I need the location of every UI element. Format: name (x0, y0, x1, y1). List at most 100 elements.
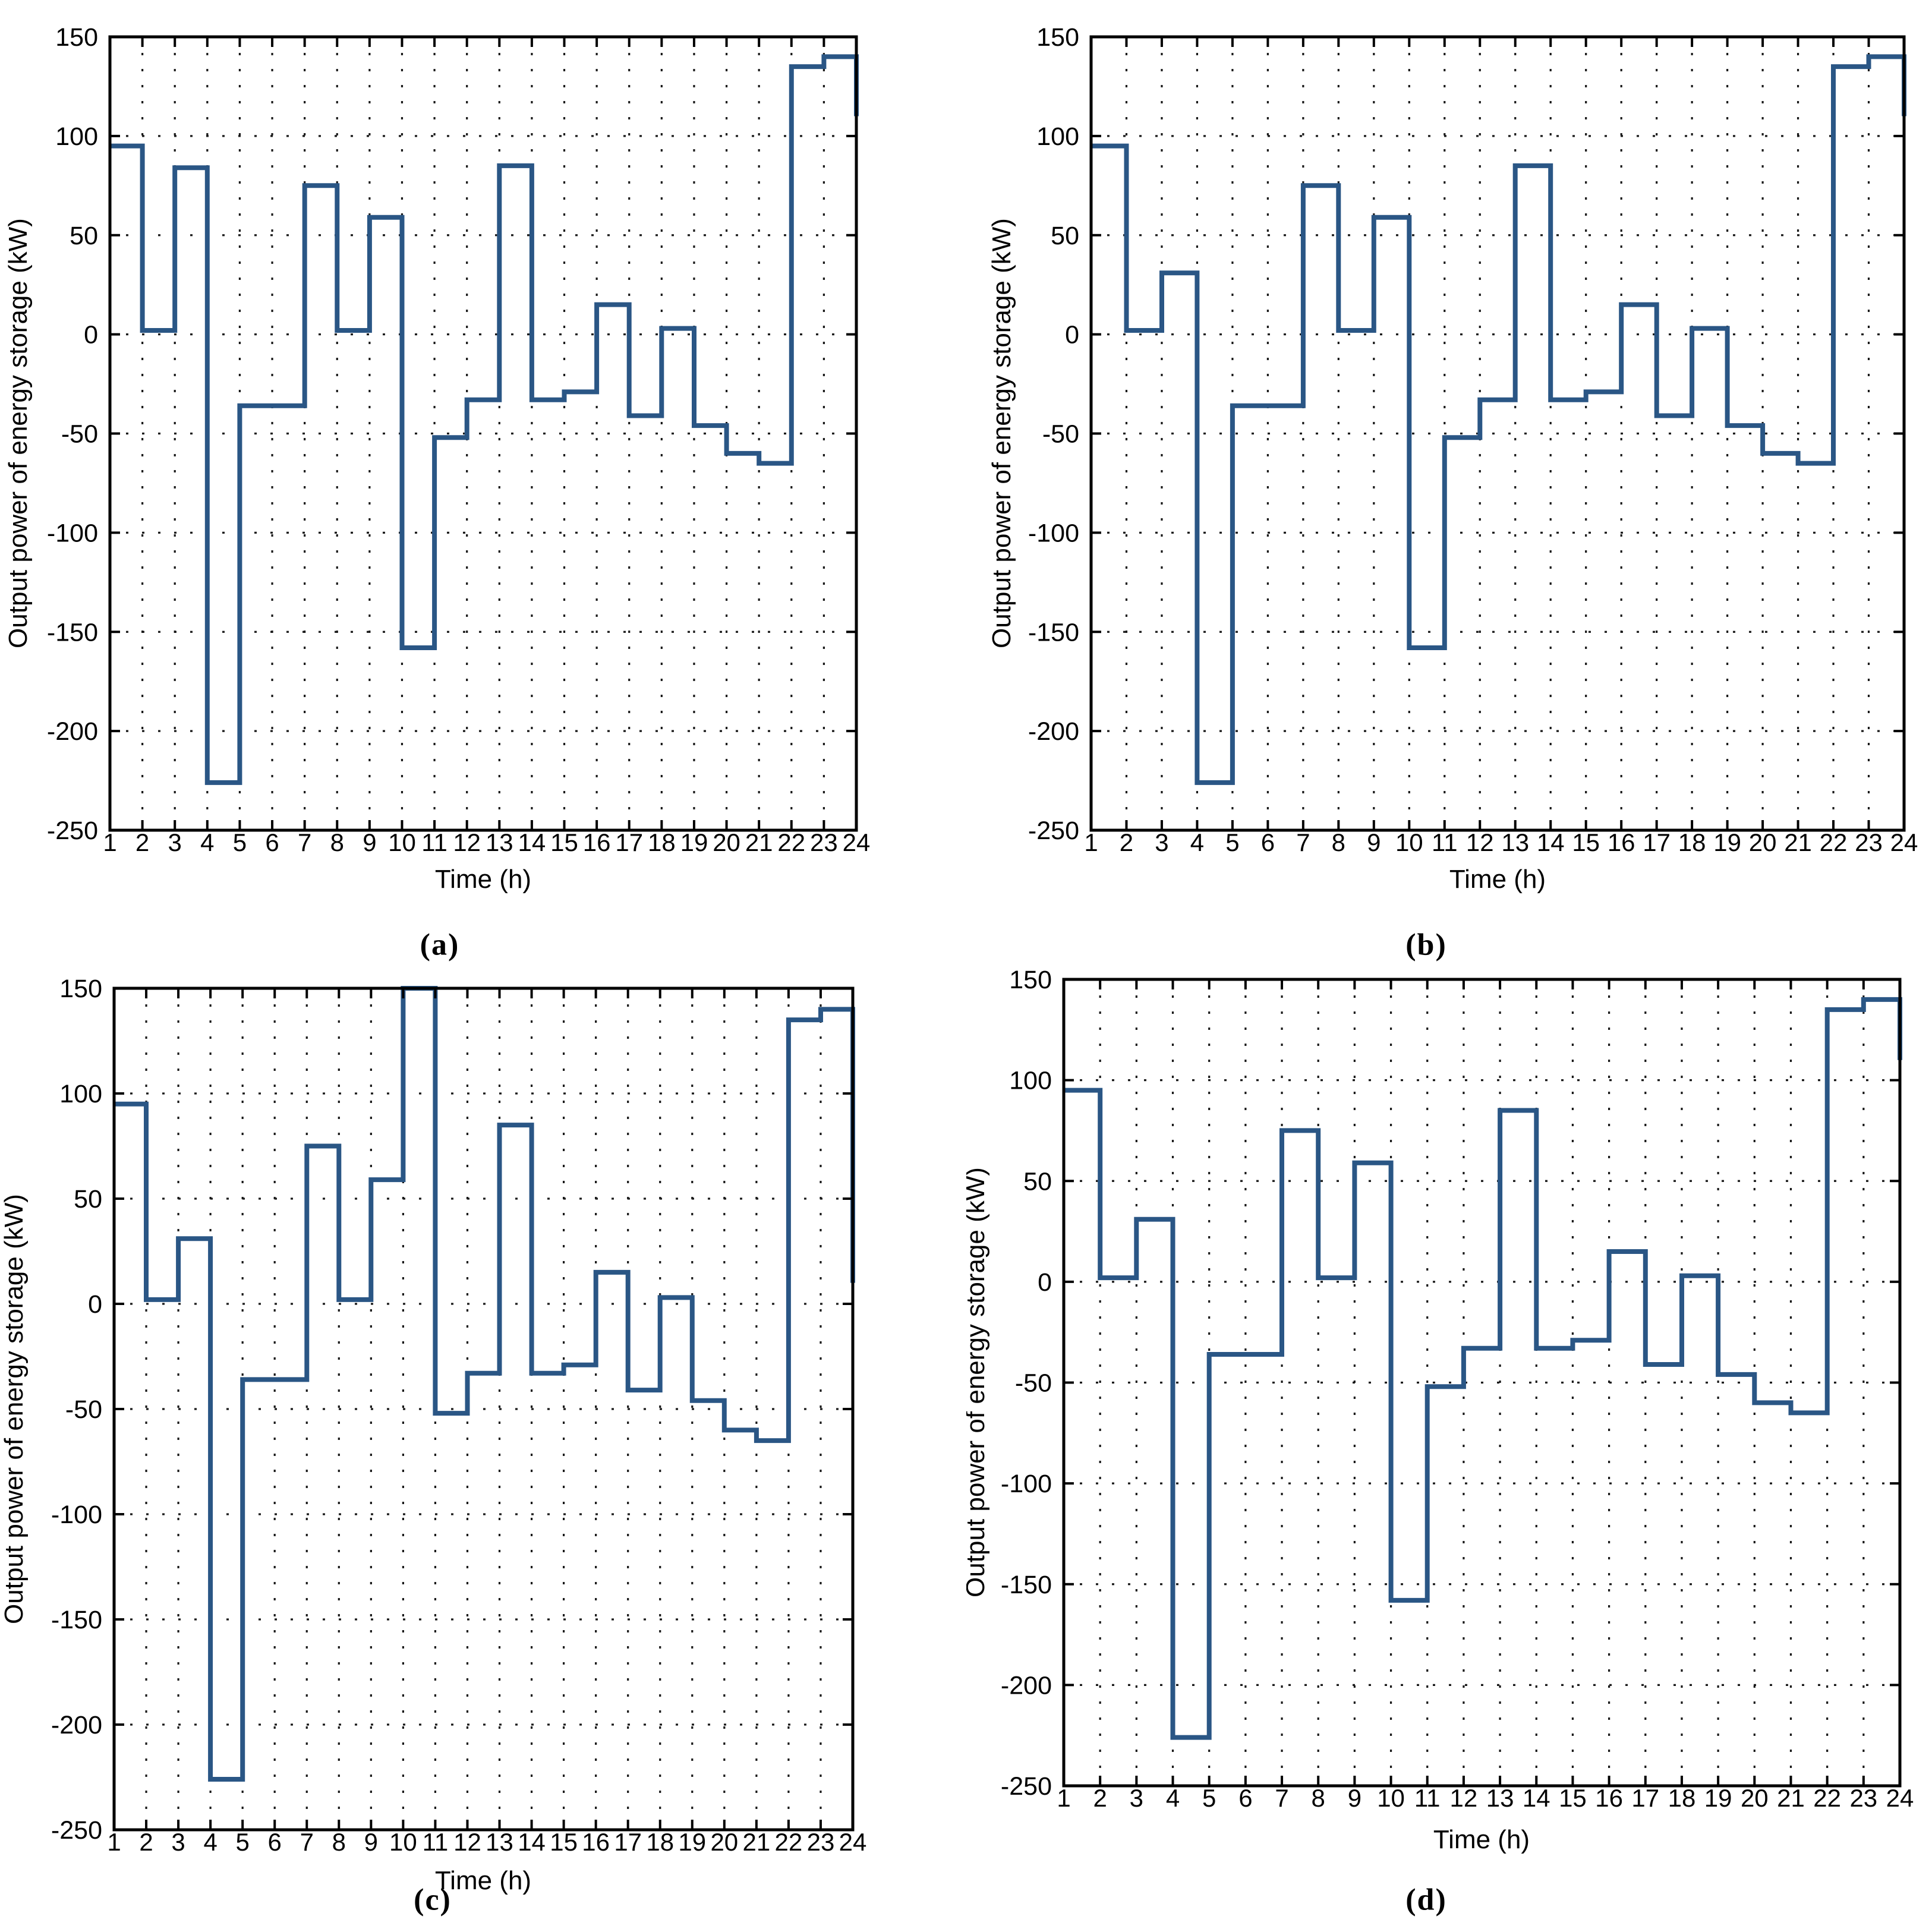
x-tick-label: 5 (1202, 1784, 1216, 1812)
stairs-line (110, 54, 859, 785)
x-tick-label: 20 (710, 1828, 738, 1856)
x-tick-label: 7 (298, 828, 311, 856)
x-tick-label: 8 (1312, 1784, 1325, 1812)
x-tick-label: 1 (107, 1828, 121, 1856)
x-tick-label: 12 (453, 828, 481, 856)
x-tick-label: 22 (775, 1828, 803, 1856)
x-tick-label: 3 (171, 1828, 185, 1856)
y-tick-label: -150 (1001, 1571, 1052, 1599)
y-tick-label: -200 (47, 717, 98, 746)
x-axis-label: Time (h) (435, 1866, 531, 1895)
x-tick-label: 19 (1704, 1784, 1732, 1812)
x-tick-label: 12 (453, 1828, 481, 1856)
x-tick-label: 15 (550, 1828, 578, 1856)
x-tick-label: 2 (1120, 828, 1133, 856)
panel-c: 1 2 3 4 5 6 7 8 9 10 11 12 13 14 15 16 17 18 19 20 21 22 23 24 1… (0, 966, 966, 1932)
x-tick-label: 10 (389, 1828, 417, 1856)
stairs-chart-a: 1 2 3 4 5 6 7 8 9 10 11 12 13 14 15 16 17 18 19 20 21 22 23 241… (0, 0, 966, 966)
y-axis-label: Output power of energy storage (kW) (966, 1167, 990, 1597)
chart-background (966, 966, 1932, 1932)
x-tick-label: 11 (1414, 1784, 1441, 1812)
y-tick-label: -250 (1028, 817, 1079, 845)
x-tick-label: 21 (745, 828, 773, 856)
x-tick-label: 16 (582, 1828, 610, 1856)
x-tick-label: 10 (388, 828, 416, 856)
x-tick-label: 11 (423, 1828, 449, 1856)
x-tick-label: 17 (1631, 1784, 1659, 1812)
caption-d: (d) (1405, 1883, 1447, 1917)
x-tick-label: 16 (1595, 1784, 1623, 1812)
y-tick-label: -50 (1015, 1369, 1052, 1398)
x-tick-label: 18 (1678, 828, 1706, 856)
y-tick-label: 50 (70, 222, 98, 250)
stairs-line (1091, 54, 1906, 785)
stairs-line (114, 986, 855, 1782)
y-tick-label: -200 (1001, 1671, 1052, 1700)
y-tick-label: 50 (74, 1185, 102, 1214)
y-tick-label: -100 (1001, 1470, 1052, 1498)
x-tick-label: 14 (518, 828, 546, 856)
x-tick-label: 4 (1190, 828, 1204, 856)
x-tick-label: 23 (807, 1828, 835, 1856)
x-tick-label: 22 (1820, 828, 1848, 856)
x-tick-label: 5 (235, 1828, 249, 1856)
x-tick-label: 11 (1432, 828, 1458, 856)
y-tick-label: -50 (65, 1395, 102, 1424)
y-tick-label: -150 (51, 1606, 102, 1634)
y-tick-label: 0 (1065, 321, 1079, 349)
x-tick-label: 5 (1225, 828, 1239, 856)
y-axis-label: Output power of energy storage (kW) (4, 218, 33, 648)
x-tick-label: 19 (1713, 828, 1741, 856)
x-tick-label: 7 (300, 1828, 314, 1856)
x-tick-label: 17 (1643, 828, 1671, 856)
y-tick-label: -250 (51, 1816, 102, 1845)
x-tick-label: 14 (1537, 828, 1565, 856)
x-tick-label: 6 (268, 1828, 282, 1856)
x-tick-label: 21 (1784, 828, 1812, 856)
x-axis-label: Time (h) (1449, 865, 1546, 894)
x-tick-label: 8 (332, 1828, 346, 1856)
y-tick-label: 150 (59, 975, 102, 1003)
chart-background (0, 0, 966, 966)
x-tick-label: 15 (1572, 828, 1600, 856)
x-tick-label: 24 (843, 828, 871, 856)
x-tick-label: 20 (1741, 1784, 1769, 1812)
x-tick-label: 8 (330, 828, 344, 856)
x-tick-label: 1 (103, 828, 116, 856)
x-tick-label: 22 (777, 828, 805, 856)
x-tick-label: 2 (139, 1828, 153, 1856)
x-tick-label: 16 (1608, 828, 1635, 856)
x-tick-label: 5 (233, 828, 247, 856)
x-tick-label: 4 (1166, 1784, 1180, 1812)
stairs-chart-d: 1 2 3 4 5 6 7 8 9 10 11 12 13 14 15 16 17 18 19 20 21 22 23 241… (966, 966, 1932, 1932)
x-tick-label: 11 (421, 828, 447, 856)
x-tick-label: 13 (1501, 828, 1529, 856)
stairs-chart-b: 1 2 3 4 5 6 7 8 9 10 11 12 13 14 15 16 17 18 19 20 21 22 23 241… (966, 0, 1932, 966)
x-tick-label: 6 (1261, 828, 1275, 856)
y-tick-label: 50 (1023, 1167, 1052, 1196)
y-tick-label: -200 (51, 1711, 102, 1739)
x-tick-label: 1 (1084, 828, 1098, 856)
x-tick-label: 12 (1466, 828, 1494, 856)
x-tick-label: 20 (1749, 828, 1777, 856)
y-tick-label: -150 (1028, 618, 1079, 647)
x-tick-label: 13 (1486, 1784, 1514, 1812)
y-tick-label: -100 (51, 1501, 102, 1529)
x-tick-label: 8 (1332, 828, 1345, 856)
x-tick-label: 18 (648, 828, 676, 856)
x-tick-label: 13 (486, 1828, 513, 1856)
x-tick-label: 24 (1890, 828, 1918, 856)
y-tick-label: 0 (88, 1290, 102, 1319)
caption-b: (b) (1405, 928, 1447, 962)
y-axis-label: Output power of energy storage (kW) (987, 218, 1016, 648)
y-tick-label: 150 (1036, 23, 1079, 52)
x-tick-label: 4 (200, 828, 214, 856)
x-tick-label: 21 (1777, 1784, 1805, 1812)
y-tick-label: -100 (1028, 519, 1079, 547)
y-tick-label: -250 (1001, 1772, 1052, 1801)
x-tick-label: 15 (1559, 1784, 1587, 1812)
y-tick-label: -200 (1028, 717, 1079, 746)
stairs-chart-c: 1 2 3 4 5 6 7 8 9 10 11 12 13 14 15 16 17 18 19 20 21 22 23 241… (0, 966, 966, 1932)
x-tick-label: 3 (168, 828, 182, 856)
panel-b: 1 2 3 4 5 6 7 8 9 10 11 12 13 14 15 16 17 18 19 20 21 22 23 24 1… (966, 0, 1932, 966)
